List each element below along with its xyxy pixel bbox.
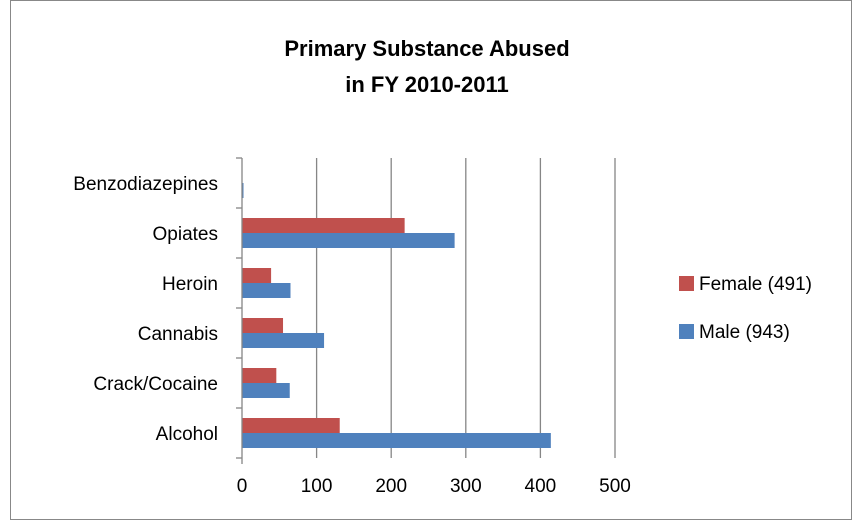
bar-male xyxy=(242,433,551,448)
bar-female xyxy=(242,218,405,233)
legend-swatch xyxy=(679,276,694,291)
legend-label: Female (491) xyxy=(699,274,812,295)
legend: Female (491) Male (943) xyxy=(679,274,812,343)
x-tick-label: 500 xyxy=(599,476,631,497)
bar-female xyxy=(242,318,284,333)
category-label: Benzodiazepines xyxy=(73,174,218,195)
x-tick-label: 200 xyxy=(375,476,407,497)
legend-label: Male (943) xyxy=(699,322,790,343)
grid-lines xyxy=(315,158,616,458)
bar-male xyxy=(242,183,244,198)
bars xyxy=(242,183,551,448)
bar-male xyxy=(242,383,290,398)
bar-female xyxy=(242,268,272,283)
x-tick-labels: 0 100 200 300 400 500 xyxy=(237,476,631,497)
bar-male xyxy=(242,233,455,248)
chart-title-line-2: in FY 2010-2011 xyxy=(345,72,509,97)
axes xyxy=(236,157,243,464)
category-label: Alcohol xyxy=(156,424,218,445)
bar-female xyxy=(242,418,340,433)
x-tick-label: 100 xyxy=(301,476,333,497)
category-label: Crack/Cocaine xyxy=(93,374,218,395)
x-tick-label: 0 xyxy=(237,476,248,497)
category-label: Heroin xyxy=(162,274,218,295)
category-label: Opiates xyxy=(153,224,218,245)
bar-male xyxy=(242,283,291,298)
category-labels: Alcohol Crack/Cocaine Cannabis Heroin Opiate… xyxy=(73,174,218,445)
x-tick-label: 400 xyxy=(525,476,557,497)
bar-female xyxy=(242,368,277,383)
x-tick-label: 300 xyxy=(450,476,482,497)
chart-title-line-1: Primary Substance Abused xyxy=(284,36,569,61)
legend-swatch xyxy=(679,324,694,339)
category-label: Cannabis xyxy=(138,324,218,345)
bar-male xyxy=(242,333,325,348)
